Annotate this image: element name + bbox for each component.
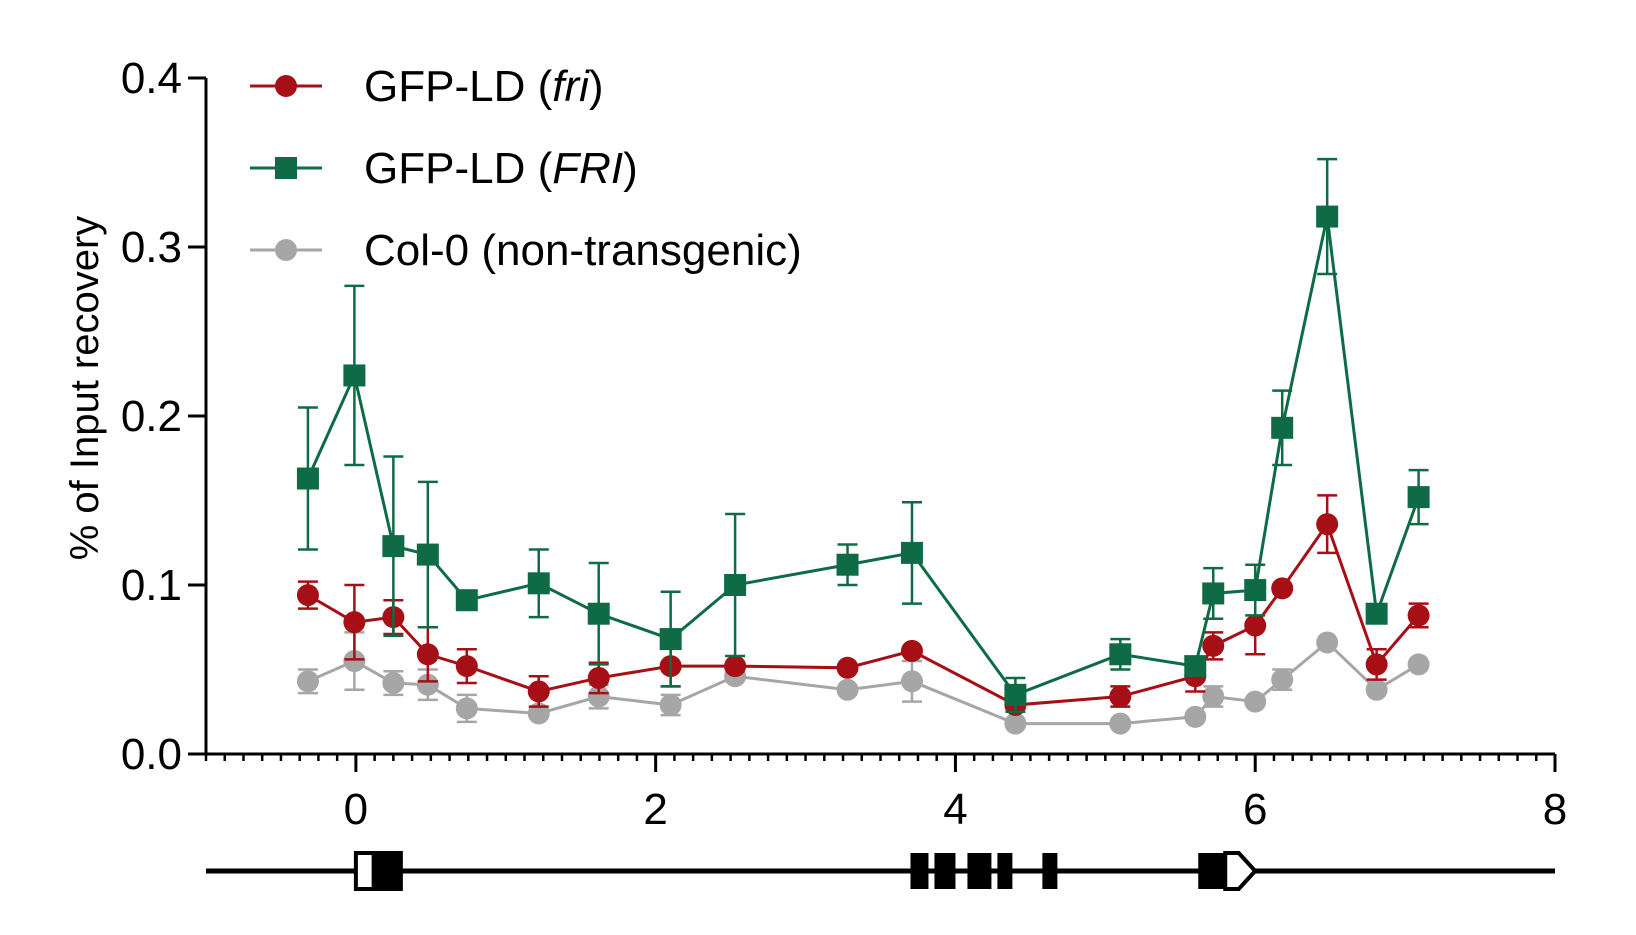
data-point <box>296 584 319 607</box>
data-point <box>296 467 319 490</box>
data-point <box>455 697 478 720</box>
data-point <box>1407 604 1430 627</box>
data-point <box>1365 602 1388 625</box>
gene-exon-block <box>1198 853 1226 889</box>
data-point <box>659 628 682 651</box>
data-point <box>1109 685 1132 708</box>
data-point <box>527 680 550 703</box>
gene-exon-block <box>997 853 1013 889</box>
data-point <box>455 655 478 678</box>
data-point <box>1202 634 1225 657</box>
data-point <box>900 541 923 564</box>
x-tick-label: 4 <box>943 785 967 834</box>
data-point <box>527 572 550 595</box>
data-point <box>1365 653 1388 676</box>
data-point <box>1407 653 1430 676</box>
y-tick-label: 0.1 <box>121 561 182 610</box>
legend-label: GFP-LD (FRI) <box>364 144 638 193</box>
data-point <box>1316 205 1339 228</box>
gene-exon-block <box>371 853 401 889</box>
data-point <box>1004 683 1027 706</box>
data-point <box>1316 631 1339 654</box>
legend: GFP-LD (fri) GFP-LD (FRI) Col-0 (non-trans… <box>250 62 802 275</box>
y-tick-label: 0.0 <box>121 730 182 779</box>
data-point <box>416 673 439 696</box>
series-0 <box>296 494 1430 716</box>
data-point <box>382 672 405 695</box>
data-point <box>1316 513 1339 536</box>
data-point <box>1271 416 1294 439</box>
gene-exon-block <box>934 853 956 889</box>
data-point <box>1109 712 1132 735</box>
gene-exon-block <box>910 853 929 889</box>
legend-swatch-marker <box>275 239 297 261</box>
legend-swatch-marker <box>275 75 297 97</box>
data-point <box>587 666 610 689</box>
data-point <box>836 553 859 576</box>
data-point <box>382 535 405 558</box>
series-1 <box>296 157 1430 713</box>
legend-label: Col-0 (non-transgenic) <box>364 226 802 275</box>
data-point <box>1407 486 1430 509</box>
legend-swatch-marker <box>275 157 297 179</box>
data-point <box>836 656 859 679</box>
legend-label: GFP-LD (fri) <box>364 62 604 111</box>
data-point <box>587 602 610 625</box>
data-point <box>1004 712 1027 735</box>
data-point <box>416 643 439 666</box>
data-point <box>1271 577 1294 600</box>
legend-item-1: GFP-LD (FRI) <box>250 144 638 193</box>
series-2 <box>296 631 1430 735</box>
data-point <box>1184 655 1207 678</box>
x-tick-label: 0 <box>344 785 368 834</box>
data-point <box>296 670 319 693</box>
legend-item-2: Col-0 (non-transgenic) <box>250 226 802 275</box>
data-point <box>343 364 366 387</box>
x-tick-label: 2 <box>643 785 667 834</box>
y-tick-label: 0.2 <box>121 392 182 441</box>
series-layer <box>296 157 1430 735</box>
data-point <box>900 670 923 693</box>
y-axis-title: % of Input recovery <box>63 216 107 561</box>
y-tick-label: 0.4 <box>121 54 182 103</box>
data-point <box>1202 685 1225 708</box>
data-point <box>1244 690 1267 713</box>
data-point <box>1202 582 1225 605</box>
data-point <box>455 589 478 612</box>
gene-exon-block <box>1042 853 1058 889</box>
data-point <box>659 693 682 716</box>
data-point <box>1244 614 1267 637</box>
gene-utr-arrow <box>1223 851 1258 891</box>
data-point <box>343 650 366 673</box>
data-point <box>1184 705 1207 728</box>
data-point <box>1271 668 1294 691</box>
data-point <box>416 543 439 566</box>
data-point <box>527 702 550 725</box>
x-tick-label: 8 <box>1543 785 1567 834</box>
data-point <box>724 574 747 596</box>
axes: 0.0 0.1 0.2 0.3 0.4 0 2 4 6 8 <box>121 54 1567 834</box>
data-point <box>1109 643 1132 666</box>
gene-exon-block <box>967 853 992 889</box>
data-point <box>1365 678 1388 701</box>
data-point <box>1244 579 1267 602</box>
data-point <box>724 655 747 678</box>
x-tick-label: 6 <box>1243 785 1267 834</box>
data-point <box>836 678 859 701</box>
gene-model <box>206 851 1555 891</box>
y-tick-label: 0.3 <box>121 223 182 272</box>
data-point <box>900 639 923 662</box>
data-point <box>587 685 610 708</box>
data-point <box>343 611 366 634</box>
legend-item-0: GFP-LD (fri) <box>250 62 604 111</box>
